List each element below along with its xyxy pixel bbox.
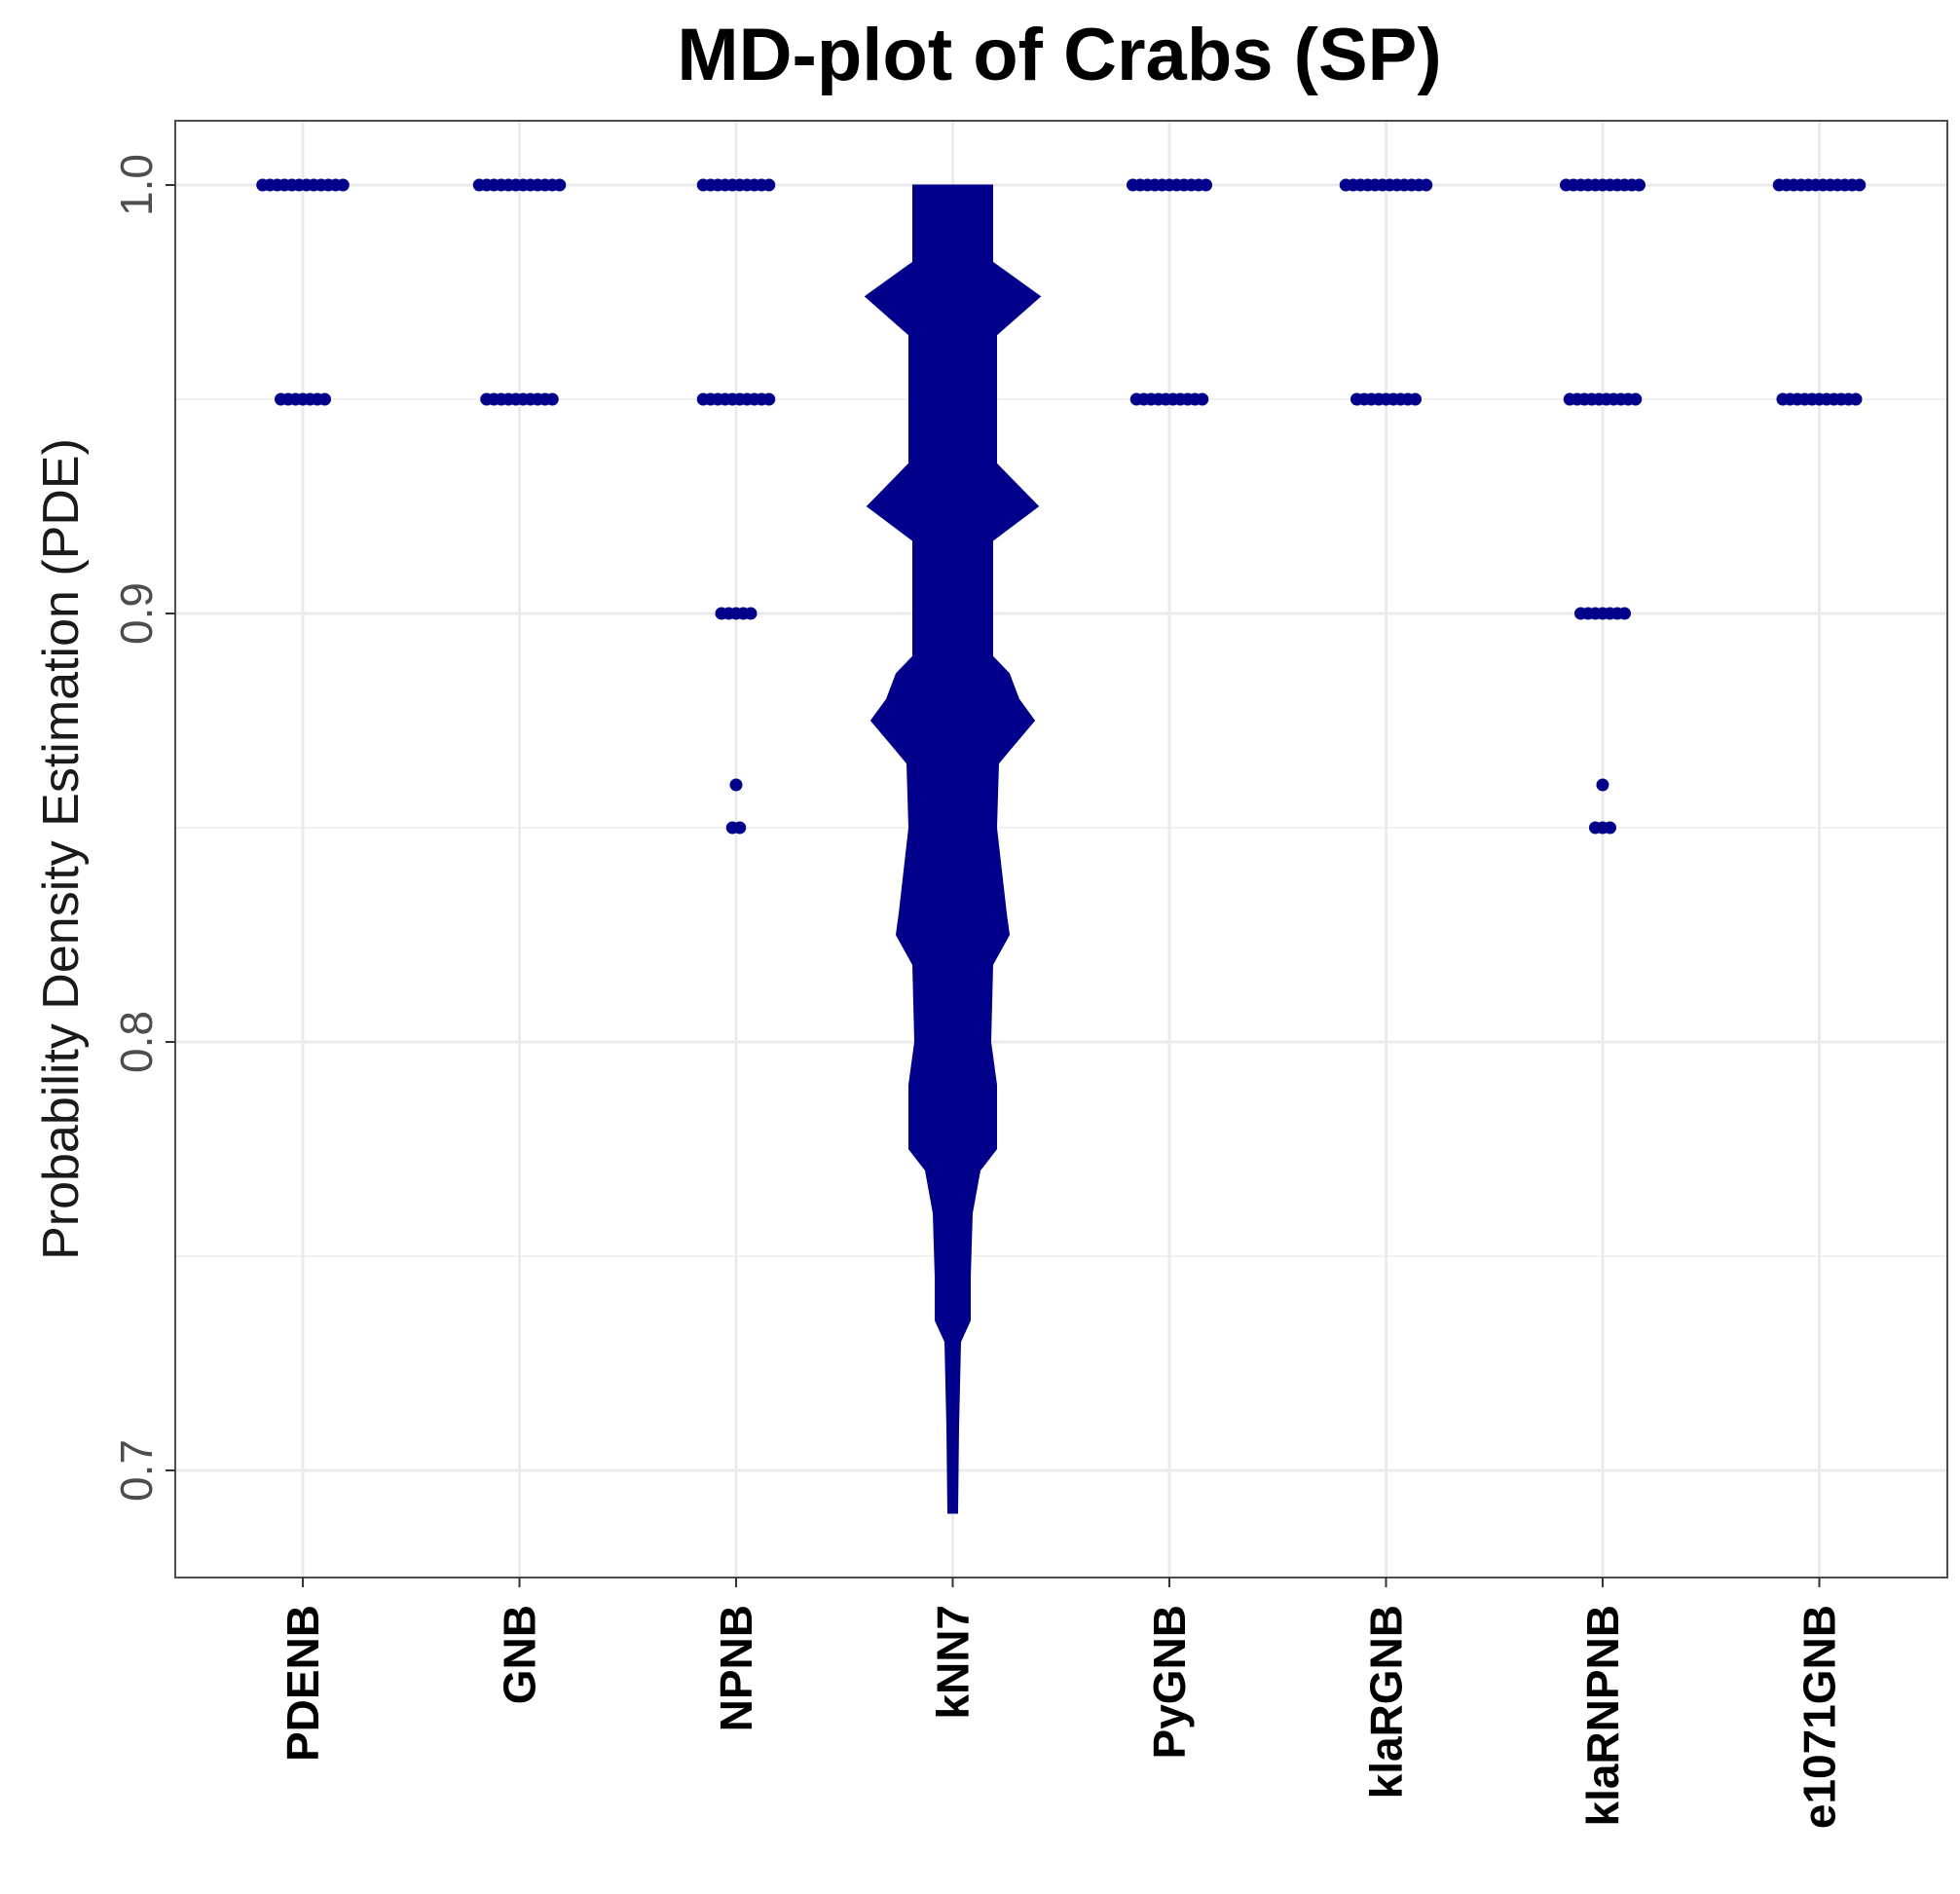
y-axis-label: Probability Density Estimation (PDE) (33, 438, 90, 1260)
data-point (318, 392, 331, 406)
x-tick-label: klaRNPNB (1577, 1605, 1628, 1827)
x-tick-label: kNN7 (928, 1605, 979, 1720)
data-point (762, 392, 776, 406)
data-point (744, 607, 758, 620)
data-marks (256, 178, 1867, 1514)
data-point (1633, 178, 1646, 192)
x-tick-label: e1071GNB (1794, 1605, 1845, 1829)
data-point (1200, 178, 1212, 192)
data-point (1196, 392, 1209, 406)
plot-border (174, 120, 1948, 1578)
data-point (1409, 392, 1422, 406)
data-point (1849, 392, 1863, 406)
x-tick-label: NPNB (711, 1605, 761, 1731)
data-point (336, 178, 350, 192)
y-tick-label: 1.0 (111, 154, 162, 216)
data-point (1853, 178, 1867, 192)
violin-shape (864, 184, 1042, 1514)
y-tick-label: 0.8 (111, 1011, 162, 1073)
x-tick-label: PyGNB (1144, 1605, 1195, 1759)
x-tick-label: GNB (495, 1605, 545, 1704)
data-point (553, 178, 567, 192)
plot-panel (175, 121, 1947, 1578)
data-point (1618, 607, 1631, 620)
data-point (733, 821, 747, 835)
data-point (1604, 821, 1616, 835)
y-axis: 0.7 0.8 0.9 1.0 (111, 154, 175, 1502)
chart-title: MD-plot of Crabs (SP) (677, 14, 1441, 96)
y-tick-label: 0.7 (111, 1439, 162, 1502)
data-point (1420, 178, 1433, 192)
data-point (729, 778, 743, 792)
data-point (1629, 392, 1643, 406)
x-axis: PDENB GNB NPNB kNN7 PyGNB klaRGNB klaRNPNB e107… (277, 1578, 1845, 1829)
data-point (545, 392, 559, 406)
x-tick-label: klaRGNB (1361, 1605, 1412, 1799)
x-tick-label: PDENB (277, 1605, 328, 1762)
data-point (1596, 778, 1609, 792)
data-point (762, 178, 776, 192)
y-tick-label: 0.9 (111, 582, 162, 645)
